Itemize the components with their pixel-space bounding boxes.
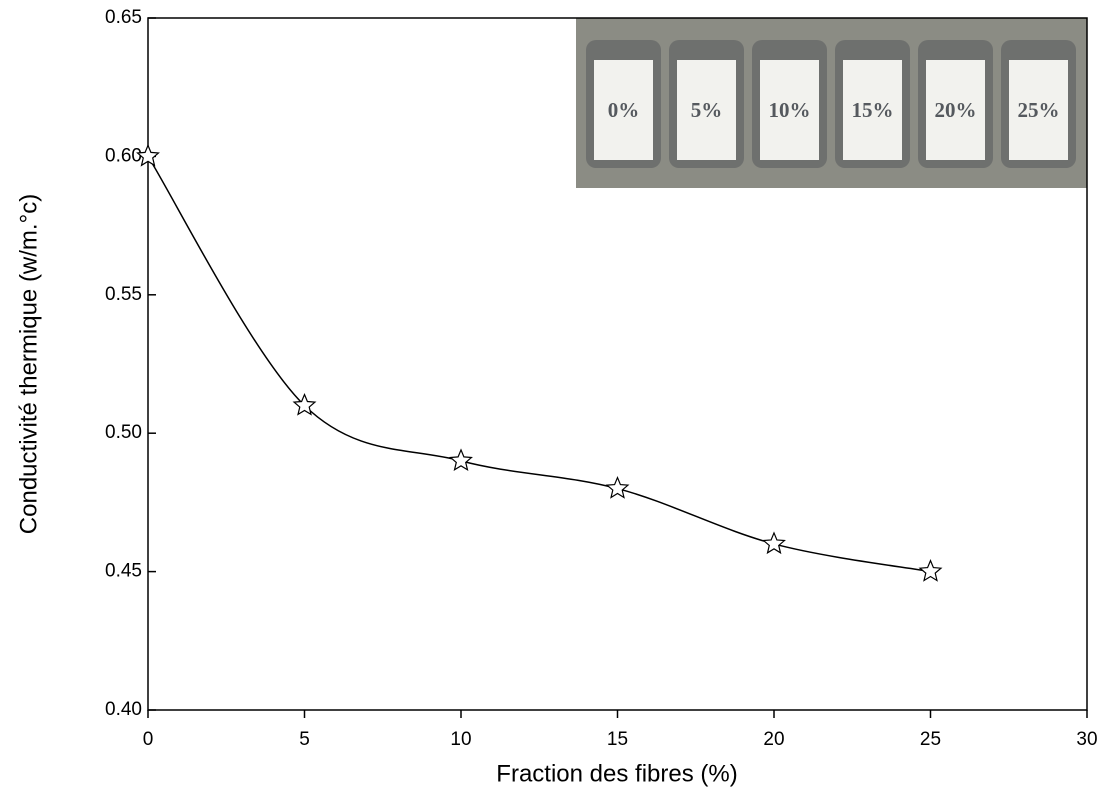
x-tick-label: 5 xyxy=(299,729,310,750)
star-marker xyxy=(449,448,473,472)
sample-face xyxy=(843,60,902,160)
x-axis-label: Fraction des fibres (%) xyxy=(496,760,737,787)
star-marker xyxy=(605,475,630,499)
star-marker xyxy=(762,531,786,555)
star-marker xyxy=(136,143,160,167)
x-tick-label: 30 xyxy=(1076,729,1097,750)
star-marker xyxy=(292,392,317,416)
y-tick-label: 0.60 xyxy=(105,145,142,166)
sample-face xyxy=(926,60,985,160)
inset-photo: 0% 5% 10% 15% 20% 25% xyxy=(576,18,1087,188)
y-tick-label: 0.65 xyxy=(105,7,142,28)
y-tick-label: 0.40 xyxy=(105,699,142,720)
y-tick-label: 0.45 xyxy=(105,561,142,582)
inset-label: 20% xyxy=(935,98,977,122)
star-marker xyxy=(918,559,943,582)
x-tick-label: 25 xyxy=(920,729,941,750)
inset-label: 25% xyxy=(1018,98,1060,122)
sample-face xyxy=(760,60,819,160)
sample-face xyxy=(594,60,653,160)
y-tick-label: 0.55 xyxy=(105,284,142,305)
sample-face xyxy=(677,60,736,160)
y-tick-label: 0.50 xyxy=(105,422,142,443)
inset-label: 5% xyxy=(691,98,723,122)
x-tick-label: 0 xyxy=(143,729,154,750)
series-line xyxy=(147,156,931,573)
x-tick-label: 20 xyxy=(763,729,784,750)
y-axis-label: Conductivité thermique (w/m.°c) xyxy=(15,194,42,534)
x-tick-label: 15 xyxy=(607,729,628,750)
x-tick-label: 10 xyxy=(450,729,471,750)
inset-label: 0% xyxy=(608,98,640,122)
inset-label: 15% xyxy=(852,98,894,122)
sample-face xyxy=(1009,60,1068,160)
inset-label: 10% xyxy=(769,98,811,122)
